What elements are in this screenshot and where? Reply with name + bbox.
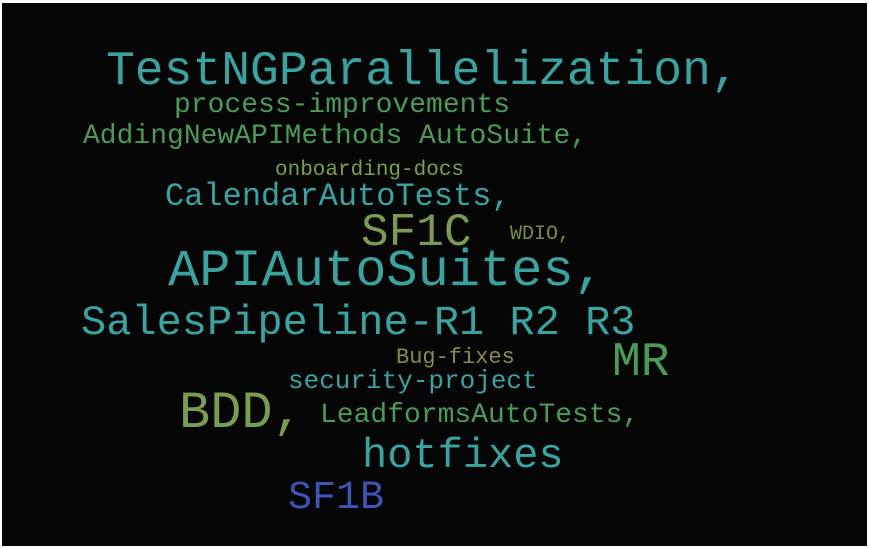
word-bug-fixes: Bug-fixes xyxy=(396,345,515,370)
word-hotfixes: hotfixes xyxy=(362,432,564,480)
word-wdio: WDIO, xyxy=(510,223,571,246)
word-leadforms-auto-tests: LeadformsAutoTests, xyxy=(320,400,640,431)
word-mr: MR xyxy=(612,336,670,390)
word-bdd: BDD, xyxy=(179,384,304,443)
word-testng-parallelization: TestNGParallelization, xyxy=(106,45,740,99)
word-security-project: security-project xyxy=(288,366,538,396)
word-api-auto-suites: APIAutoSuites, xyxy=(168,242,605,301)
word-sf1c: SF1C xyxy=(361,207,472,259)
word-sales-pipeline: SalesPipeline-R1 R2 R3 xyxy=(81,299,636,347)
word-sf1b: SF1B xyxy=(288,476,385,521)
word-adding-new-api-methods: AddingNewAPIMethods AutoSuite, xyxy=(83,121,588,152)
word-onboarding-docs: onboarding-docs xyxy=(275,159,465,182)
word-process-improvements: process-improvements xyxy=(174,90,511,121)
word-cloud: TestNGParallelization, process-improveme… xyxy=(2,3,867,546)
word-calendar-auto-tests: CalendarAutoTests, xyxy=(165,178,511,215)
